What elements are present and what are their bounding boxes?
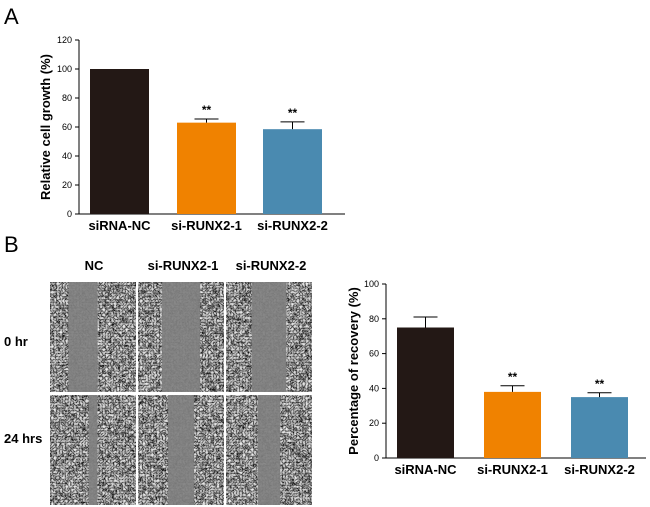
recovery-chart: Percentage of recovery (%) 0 20 40 60 80 100 s… xyxy=(346,279,646,477)
micrograph-image xyxy=(226,395,312,505)
y-tick-label: 100 xyxy=(57,64,72,74)
y-axis-label: Percentage of recovery (%) xyxy=(346,287,361,455)
bar-si-runx2-2 xyxy=(263,129,322,214)
y-tick-label: 80 xyxy=(369,314,379,324)
category-label: si-RUNX2-1 xyxy=(171,218,242,233)
column-label-si-runx2-1: si-RUNX2-1 xyxy=(148,258,219,273)
panel-label-a: A xyxy=(4,4,19,29)
significance-marker: ** xyxy=(202,103,212,117)
y-tick-label: 0 xyxy=(67,209,72,219)
panel-label-b: B xyxy=(4,232,19,257)
y-tick-label: 60 xyxy=(62,122,72,132)
row-label-24hrs: 24 hrs xyxy=(4,431,42,446)
bar-si-runx2-1 xyxy=(177,122,236,214)
column-label-si-runx2-2: si-RUNX2-2 xyxy=(236,258,307,273)
significance-marker: ** xyxy=(508,370,518,384)
significance-marker: ** xyxy=(595,377,605,391)
bar-sirna-nc xyxy=(397,327,454,458)
category-label: si-RUNX2-2 xyxy=(564,462,635,477)
y-tick-label: 0 xyxy=(374,453,379,463)
y-axis-label: Relative cell growth (%) xyxy=(38,54,53,200)
category-label: si-RUNX2-1 xyxy=(477,462,548,477)
micrograph-image xyxy=(226,282,312,392)
micrograph-image xyxy=(50,395,136,505)
y-tick-label: 60 xyxy=(369,349,379,359)
cell-growth-chart: Relative cell growth (%) 0 20 40 60 80 100 120… xyxy=(38,35,345,233)
bar-si-runx2-2 xyxy=(571,397,628,458)
y-tick-label: 80 xyxy=(62,93,72,103)
y-tick-label: 20 xyxy=(369,418,379,428)
micrograph-image xyxy=(50,282,136,392)
y-tick-label: 120 xyxy=(57,35,72,45)
y-tick-label: 40 xyxy=(62,151,72,161)
y-tick-label: 100 xyxy=(364,279,379,289)
category-label: siRNA-NC xyxy=(88,218,151,233)
bar-si-runx2-1 xyxy=(484,391,541,458)
y-tick-label: 40 xyxy=(369,383,379,393)
significance-marker: ** xyxy=(288,106,298,120)
category-label: siRNA-NC xyxy=(394,462,457,477)
column-label-nc: NC xyxy=(85,258,104,273)
micrograph-image xyxy=(138,395,224,505)
bar-sirna-nc xyxy=(90,69,149,214)
y-tick-label: 20 xyxy=(62,180,72,190)
scratch-assay-micrographs: NC si-RUNX2-1 si-RUNX2-2 0 hr 24 hrs xyxy=(4,258,312,505)
category-label: si-RUNX2-2 xyxy=(257,218,328,233)
micrograph-image xyxy=(138,282,224,392)
row-label-0hr: 0 hr xyxy=(4,334,28,349)
